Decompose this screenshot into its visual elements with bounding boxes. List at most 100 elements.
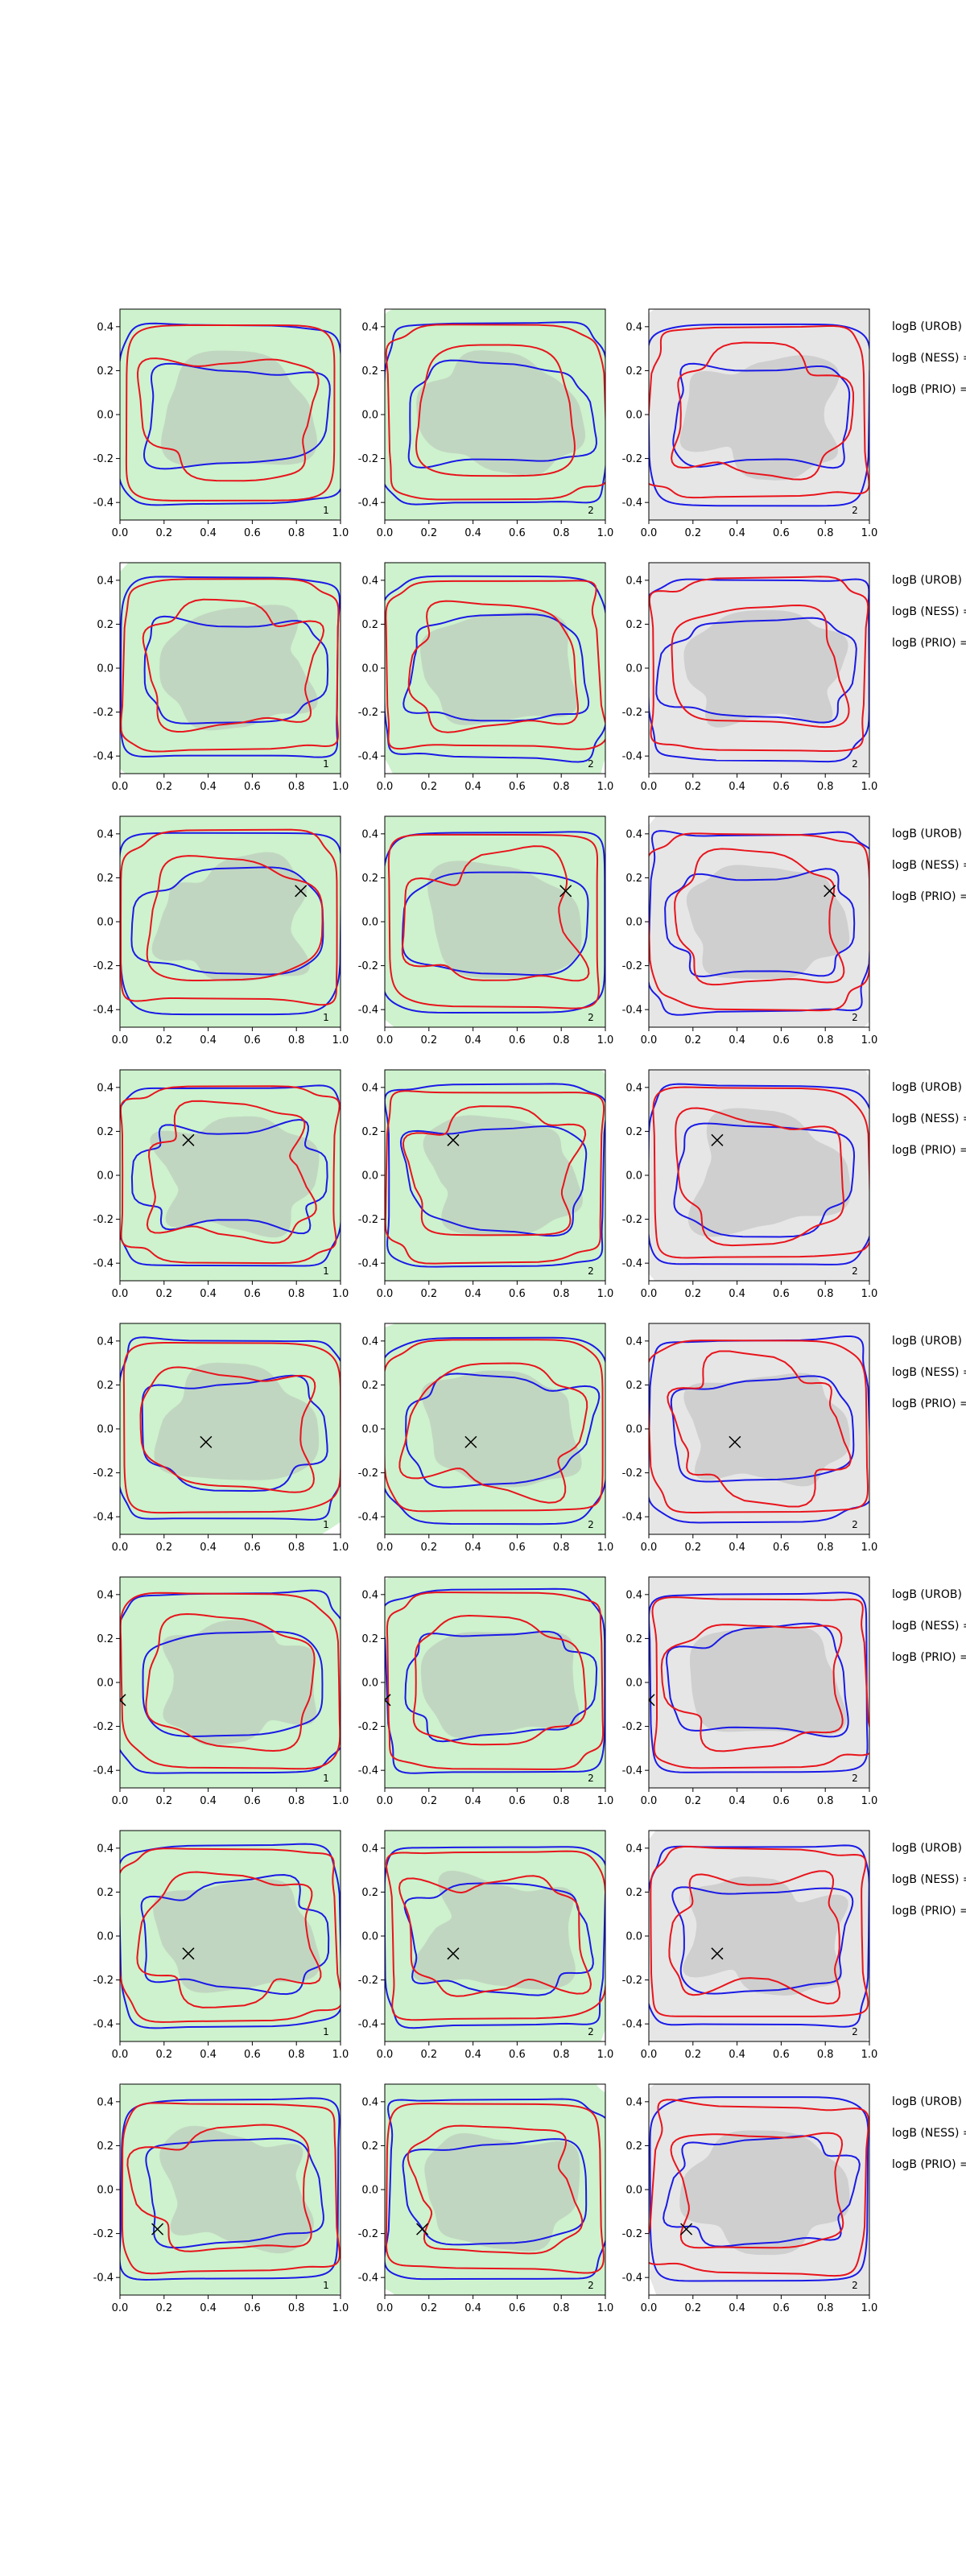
corner-label: 2 (588, 758, 594, 770)
y-tick-label: -0.4 (358, 2019, 378, 2031)
y-tick-label: 0.0 (97, 663, 114, 675)
x-tick-label: 0.4 (200, 2049, 217, 2061)
corner-label: 1 (323, 1773, 329, 1784)
corner-label: 2 (852, 1012, 858, 1023)
x-tick-label: 0.6 (773, 2302, 790, 2314)
x-tick-label: 0.2 (684, 1795, 701, 1807)
y-tick-label: 0.0 (97, 410, 114, 422)
red-contour-outer (385, 1090, 605, 1265)
blue-contour-outer (649, 1844, 869, 2028)
filled-region-inner (162, 1620, 317, 1746)
blue-contour-inner (666, 1622, 849, 1738)
filled-region-inner (679, 2130, 850, 2256)
y-tick-label: -0.4 (93, 2273, 114, 2285)
x-tick-label: 0.2 (155, 1795, 172, 1807)
y-tick-label: 0.2 (625, 365, 642, 378)
x-marker (416, 2223, 429, 2235)
x-tick-label: 1.0 (861, 781, 878, 793)
row-annotation: logB (UROB) = (892, 1588, 966, 1601)
x-tick-label: 0.2 (420, 1034, 437, 1046)
x-tick-label: 0.8 (553, 1795, 570, 1807)
x-tick-label: 0.4 (464, 1542, 481, 1554)
subplot-r8-c1: 0.0 0.2 0.4 0.6 0.8 1.0 0.4 0.2 0.0 -0.2 -0.4 1 (93, 2083, 349, 2314)
blue-contour-outer (120, 576, 341, 758)
corner-label: 2 (852, 1773, 858, 1784)
y-tick-label: 0.4 (97, 1082, 114, 1094)
subplot-r7-c2: 0.0 0.2 0.4 0.6 0.8 1.0 0.4 0.2 0.0 -0.2 -0.4 2 (358, 1830, 613, 2061)
filled-region-inner (154, 1362, 320, 1480)
x-tick-label: 0.0 (112, 527, 129, 539)
subplot-r1-c2: 0.0 0.2 0.4 0.6 0.8 1.0 0.4 0.2 0.0 -0.2 -0.4 2 (358, 308, 613, 539)
plot-area (385, 1323, 605, 1534)
x-tick-label: 0.4 (729, 1542, 745, 1554)
y-tick-label: -0.4 (622, 751, 642, 763)
x-tick-label: 0.8 (288, 2049, 305, 2061)
red-contour-inner (668, 1870, 841, 2004)
x-tick-label: 0.0 (377, 1034, 394, 1046)
x-tick-label: 0.2 (155, 1288, 172, 1300)
x-tick-label: 0.0 (377, 527, 394, 539)
row-annotation: logB (UROB) = (892, 1081, 966, 1094)
y-tick-label: 0.0 (625, 917, 642, 929)
row-annotation: logB (UROB) = (892, 2095, 966, 2108)
corner-label: 2 (852, 758, 858, 770)
filled-region-outer (385, 1577, 605, 1788)
x-marker (151, 2223, 164, 2235)
x-marker (447, 1947, 460, 1960)
x-tick-label: 0.0 (112, 2302, 129, 2314)
filled-region-outer (649, 1831, 869, 2041)
y-tick-label: 0.2 (625, 1380, 642, 1392)
red-contour-inner (407, 2124, 584, 2255)
corner-label: 2 (588, 505, 594, 516)
y-tick-label: 0.0 (361, 1931, 378, 1943)
y-tick-label: -0.4 (622, 1512, 642, 1524)
x-tick-label: 0.6 (244, 1288, 261, 1300)
x-tick-label: 0.6 (773, 1288, 790, 1300)
blue-contour-inner (145, 2137, 324, 2249)
corner-label: 1 (323, 758, 329, 770)
y-tick-label: -0.4 (358, 1258, 378, 1270)
x-tick-label: 0.6 (773, 781, 790, 793)
blue-contour-outer (649, 1083, 869, 1265)
subplot-r5-c3: 0.0 0.2 0.4 0.6 0.8 1.0 0.4 0.2 0.0 -0.2 -0.4 2 (622, 1323, 877, 1554)
y-tick-label: 0.0 (97, 917, 114, 929)
x-tick-label: 0.4 (464, 1034, 481, 1046)
red-contour-inner (415, 344, 576, 477)
red-contour-outer (120, 1085, 341, 1265)
x-tick-label: 0.2 (684, 781, 701, 793)
x-tick-label: 1.0 (332, 2302, 349, 2314)
x-tick-label: 0.6 (244, 2302, 261, 2314)
corner-label: 2 (852, 1519, 858, 1530)
y-tick-label: 0.4 (625, 575, 642, 587)
x-tick-label: 0.6 (244, 1542, 261, 1554)
x-tick-label: 0.8 (553, 1542, 570, 1554)
red-contour-outer (649, 576, 869, 753)
subplot-r6-c2: 0.0 0.2 0.4 0.6 0.8 1.0 0.4 0.2 0.0 -0.2 -0.4 2 (358, 1576, 613, 1807)
x-tick-label: 1.0 (861, 1288, 878, 1300)
x-tick-label: 0.4 (464, 1795, 481, 1807)
x-tick-label: 1.0 (332, 1288, 349, 1300)
x-tick-label: 0.6 (244, 527, 261, 539)
subplot-r2-c1: 0.0 0.2 0.4 0.6 0.8 1.0 0.4 0.2 0.0 -0.2 -0.4 1 (93, 562, 349, 793)
red-contour-inner (671, 341, 855, 481)
red-contour-outer (652, 1086, 869, 1259)
red-contour-inner (667, 1350, 852, 1508)
row-annotation: logB (PRIO) = (892, 383, 966, 396)
subplot-r2-c2: 0.0 0.2 0.4 0.6 0.8 1.0 0.4 0.2 0.0 -0.2 -0.4 2 (358, 562, 613, 793)
x-tick-label: 0.0 (377, 1288, 394, 1300)
filled-region-inner (411, 1870, 576, 1990)
x-tick-label: 0.0 (112, 1288, 129, 1300)
y-tick-label: 0.0 (97, 1424, 114, 1436)
filled-region-outer (649, 816, 869, 1027)
x-tick-label: 0.4 (729, 527, 745, 539)
x-tick-label: 1.0 (332, 1034, 349, 1046)
y-tick-label: 0.2 (361, 1126, 378, 1138)
x-tick-label: 1.0 (861, 527, 878, 539)
blue-contour-outer (649, 830, 869, 1016)
x-tick-label: 0.0 (377, 2049, 394, 2061)
y-tick-label: 0.4 (97, 1843, 114, 1855)
red-contour-outer (385, 324, 605, 501)
y-tick-label: -0.4 (622, 2019, 642, 2031)
red-contour-inner (146, 855, 324, 982)
x-marker (120, 1694, 126, 1707)
